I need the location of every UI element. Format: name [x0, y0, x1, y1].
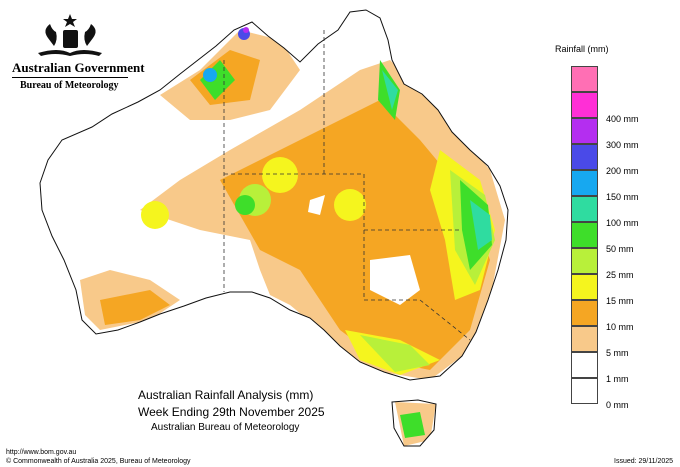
title-rule [12, 77, 128, 78]
legend-label: 15 mm [606, 296, 634, 306]
legend-swatch [571, 118, 598, 144]
government-title: Australian Government [12, 60, 145, 75]
legend-label: 5 mm [606, 348, 629, 358]
legend-label: 25 mm [606, 270, 634, 280]
legend-swatch [571, 326, 598, 352]
legend-label: 0 mm [606, 400, 629, 410]
legend-label: 200 mm [606, 166, 639, 176]
website-link[interactable]: http://www.bom.gov.au [6, 449, 77, 456]
legend-label: 100 mm [606, 218, 639, 228]
legend-swatch [571, 248, 598, 274]
legend-label: 10 mm [606, 322, 634, 332]
copyright-notice: © Commonwealth of Australia 2025, Bureau… [6, 458, 191, 465]
legend-swatch [571, 352, 598, 378]
legend-swatch [571, 66, 598, 92]
issued-date: Issued: 29/11/2025 [614, 458, 674, 465]
legend-label: 150 mm [606, 192, 639, 202]
legend-swatch [571, 196, 598, 222]
legend-swatch [571, 170, 598, 196]
map-source: Australian Bureau of Meteorology [151, 422, 300, 433]
legend-swatch [571, 300, 598, 326]
map-period: Week Ending 29th November 2025 [138, 405, 325, 419]
coat-of-arms-emblem [38, 14, 102, 56]
legend-swatch [571, 92, 598, 118]
legend-label: 300 mm [606, 140, 639, 150]
map-title: Australian Rainfall Analysis (mm) [138, 388, 314, 402]
legend-title: Rainfall (mm) [555, 44, 609, 54]
legend-swatch [571, 144, 598, 170]
legend-swatch [571, 378, 598, 404]
legend-label: 400 mm [606, 114, 639, 124]
legend-label: 1 mm [606, 374, 629, 384]
legend-label: 50 mm [606, 244, 634, 254]
legend-swatch [571, 274, 598, 300]
legend-swatch [571, 222, 598, 248]
bureau-title: Bureau of Meteorology [20, 80, 119, 91]
